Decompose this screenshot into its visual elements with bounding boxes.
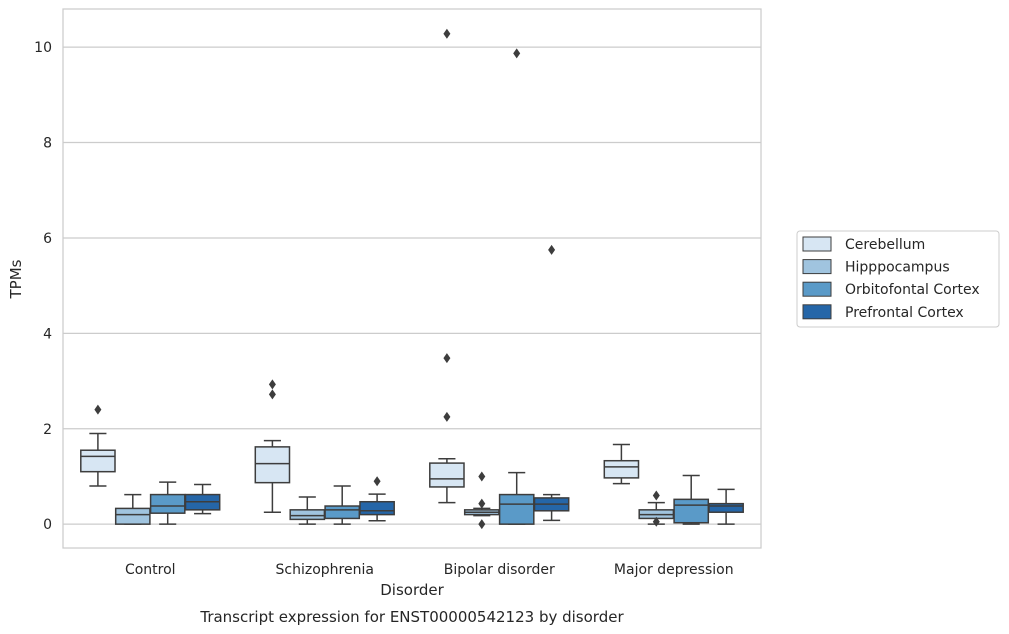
legend-swatch	[802, 236, 832, 252]
y-axis: 0 2 4 6 8 10	[34, 40, 52, 533]
box	[673, 498, 710, 524]
y-axis-label: TPMs	[7, 259, 25, 299]
y-tick-label: 6	[43, 231, 52, 247]
outlier-point	[373, 476, 381, 487]
box	[429, 462, 465, 488]
outlier-point	[268, 379, 276, 390]
outlier-point	[268, 389, 276, 400]
box	[149, 493, 186, 514]
plot-area	[62, 8, 762, 549]
legend-swatch	[802, 259, 832, 275]
y-tick-label: 10	[34, 40, 52, 56]
outlier-point	[94, 404, 102, 415]
legend-swatch	[802, 281, 832, 297]
outlier-point	[443, 411, 451, 422]
x-tick-label: Schizophrenia	[276, 562, 374, 578]
legend-swatch	[802, 304, 832, 320]
box	[80, 449, 116, 473]
y-tick-label: 8	[43, 136, 52, 152]
box	[359, 500, 395, 516]
boxes	[80, 28, 744, 530]
box	[603, 459, 640, 479]
outlier-point	[443, 28, 451, 39]
chart-caption: Transcript expression for ENST0000054212…	[199, 608, 624, 626]
outlier-point	[652, 490, 660, 501]
legend: Cerebellum Hipppocampus Orbitofontal Corte…	[796, 230, 1000, 328]
x-tick-label: Bipolar disorder	[444, 562, 555, 578]
box	[254, 446, 291, 484]
grid-lines	[63, 46, 761, 525]
x-tick-label: Major depression	[614, 562, 734, 578]
y-tick-label: 0	[43, 517, 52, 533]
y-tick-label: 2	[43, 422, 52, 438]
legend-label: Orbitofontal Cortex	[845, 282, 980, 298]
outlier-point	[513, 48, 521, 59]
box	[498, 493, 535, 525]
outlier-point	[478, 471, 486, 482]
box	[708, 502, 744, 513]
outlier-point	[478, 519, 486, 530]
box	[114, 507, 151, 525]
box	[324, 505, 361, 520]
legend-label: Hipppocampus	[845, 260, 950, 276]
x-tick-label: Control	[125, 562, 176, 578]
x-axis: Control Schizophrenia Bipolar disorder Majo…	[125, 562, 734, 578]
legend-label: Prefrontal Cortex	[845, 305, 964, 321]
legend-frame	[796, 230, 1000, 328]
outlier-point	[478, 498, 486, 509]
outlier-point	[443, 353, 451, 364]
box	[289, 509, 326, 521]
x-axis-label: Disorder	[380, 581, 444, 599]
outlier-point	[652, 516, 660, 527]
outlier-point	[548, 244, 556, 255]
y-tick-label: 4	[43, 326, 52, 342]
legend-label: Cerebellum	[845, 237, 925, 253]
